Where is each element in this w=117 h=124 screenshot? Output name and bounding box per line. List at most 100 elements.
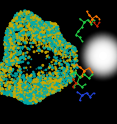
Point [13,43,15,45]
Point [73,86,75,88]
Point [15,53,17,55]
Point [39,29,41,31]
Point [9,81,11,83]
Point [16,58,18,60]
Point [47,31,49,33]
Point [40,92,42,94]
Point [46,21,48,23]
Point [15,37,16,39]
Point [23,30,25,32]
Point [40,83,42,85]
Point [7,46,9,48]
Point [9,46,11,48]
Point [62,78,64,80]
Point [43,35,45,37]
Point [48,25,50,27]
Point [42,46,44,48]
Point [60,44,62,46]
Point [27,83,28,85]
Point [46,36,48,38]
Point [53,44,55,46]
Point [52,88,54,90]
Point [75,69,77,71]
Point [25,16,27,18]
Point [13,56,15,58]
Point [68,64,70,66]
Point [67,59,69,61]
Point [5,92,7,94]
Point [19,68,21,70]
Point [60,84,62,86]
Point [16,14,18,16]
Point [20,88,22,90]
Point [83,73,85,75]
Point [7,94,9,96]
Point [34,75,35,77]
Point [73,75,75,77]
Point [34,28,36,30]
Point [29,29,31,31]
Point [24,58,26,60]
Point [59,53,61,55]
Point [63,70,65,72]
Point [35,42,37,44]
Point [10,26,12,28]
Point [39,98,41,100]
Point [33,79,35,81]
Point [20,57,22,59]
Point [99,21,100,23]
Point [14,41,16,43]
Point [26,18,27,20]
Point [16,44,18,46]
Point [29,86,31,88]
Point [48,91,50,93]
Point [16,83,18,85]
Point [30,13,32,15]
Point [64,44,66,46]
Point [35,15,36,17]
Point [25,96,27,98]
Point [42,96,44,98]
Point [40,91,42,93]
Point [31,28,33,30]
Point [41,90,43,92]
Point [48,90,50,92]
Point [60,36,62,38]
Point [65,55,67,57]
Point [43,76,44,78]
Point [26,79,28,81]
Point [65,84,67,86]
Point [20,14,22,16]
Point [83,21,85,23]
Point [53,67,55,69]
Point [20,31,22,32]
Point [9,42,11,44]
Point [18,34,20,36]
Point [36,93,38,95]
Point [37,96,38,98]
Point [44,92,46,93]
Point [55,88,56,90]
Point [53,63,55,65]
Point [31,12,33,14]
Point [31,43,32,45]
Point [91,18,93,20]
Point [36,34,38,36]
Point [35,99,37,101]
Point [28,93,30,95]
Point [66,77,68,79]
Point [57,45,59,47]
Point [37,49,39,51]
Point [17,52,19,54]
Point [63,68,65,70]
Point [22,82,24,84]
Point [22,92,24,94]
Point [23,20,25,22]
Point [42,82,44,84]
Point [20,31,22,33]
Point [33,92,35,94]
Point [34,98,36,100]
Point [55,52,57,54]
Point [9,73,10,75]
Point [54,85,56,87]
